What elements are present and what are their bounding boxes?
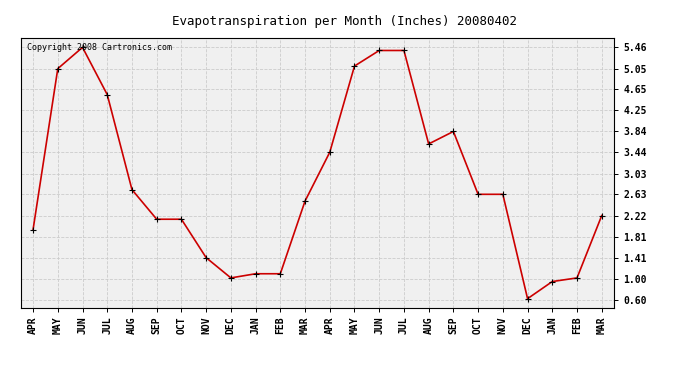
Text: Copyright 2008 Cartronics.com: Copyright 2008 Cartronics.com [27, 43, 172, 52]
Text: Evapotranspiration per Month (Inches) 20080402: Evapotranspiration per Month (Inches) 20… [172, 15, 518, 28]
